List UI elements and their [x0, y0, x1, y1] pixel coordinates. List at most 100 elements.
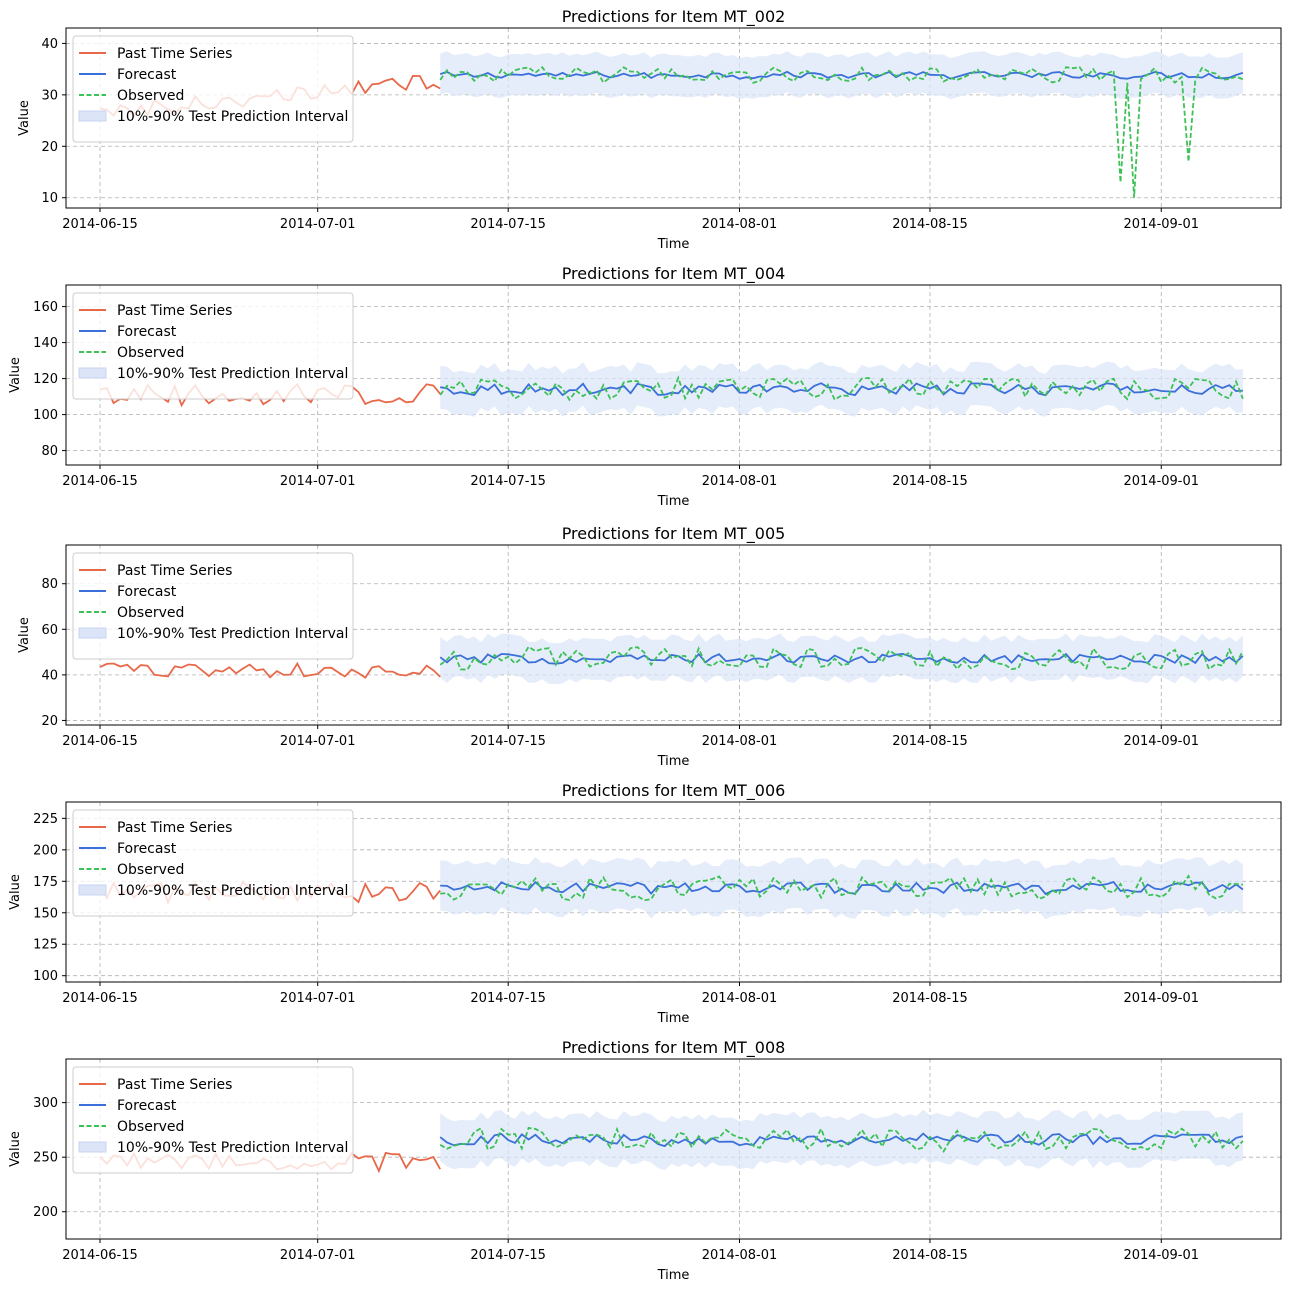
legend-label-forecast: Forecast — [117, 67, 177, 83]
y-tick-label: 200 — [33, 843, 58, 858]
x-tick-label: 2014-09-01 — [1123, 1248, 1199, 1263]
y-tick-label: 225 — [33, 812, 58, 827]
x-tick-label: 2014-08-15 — [892, 991, 968, 1006]
legend: Past Time Series Forecast Observed 10%-90% … — [72, 292, 354, 400]
chart-title: Predictions for Item MT_006 — [562, 781, 786, 801]
legend-label-observed: Observed — [117, 862, 184, 878]
x-axis-label: Time — [657, 237, 690, 252]
y-tick-label: 125 — [33, 938, 58, 953]
x-tick-label: 2014-09-01 — [1123, 474, 1199, 489]
x-tick-label: 2014-08-15 — [892, 734, 968, 749]
legend-swatch-interval — [78, 627, 107, 639]
y-tick-label: 80 — [41, 577, 58, 592]
y-tick-label: 40 — [41, 668, 58, 683]
x-axis-label: Time — [657, 494, 690, 509]
x-tick-label: 2014-06-15 — [62, 734, 138, 749]
legend-label-past: Past Time Series — [117, 46, 232, 62]
x-tick-label: 2014-07-01 — [280, 217, 356, 232]
y-axis-label: Value — [8, 357, 23, 393]
legend-swatch-interval — [78, 1141, 107, 1153]
legend-label-forecast: Forecast — [117, 324, 177, 340]
legend: Past Time Series Forecast Observed 10%-90% … — [72, 35, 354, 143]
axes-frame — [65, 27, 1282, 209]
forecast-series-line — [440, 382, 1243, 397]
x-tick-label: 2014-07-01 — [280, 991, 356, 1006]
y-tick-label: 80 — [41, 444, 58, 459]
y-tick-label: 200 — [33, 1205, 58, 1220]
legend-label-observed: Observed — [117, 605, 184, 621]
x-tick-label: 2014-06-15 — [62, 1248, 138, 1263]
legend-label-past: Past Time Series — [117, 303, 232, 319]
x-tick-label: 2014-07-15 — [470, 734, 546, 749]
legend-label-interval: 10%-90% Test Prediction Interval — [117, 883, 348, 899]
legend-label-observed: Observed — [117, 1119, 184, 1135]
x-tick-label: 2014-09-01 — [1123, 217, 1199, 232]
forecast-series-line — [440, 880, 1244, 896]
legend: Past Time Series Forecast Observed 10%-90% … — [72, 809, 354, 917]
y-tick-label: 175 — [33, 875, 58, 890]
x-tick-label: 2014-06-15 — [62, 474, 138, 489]
observed-series-line — [439, 1126, 1244, 1154]
legend-label-interval: 10%-90% Test Prediction Interval — [117, 109, 348, 125]
legend-box — [72, 35, 354, 143]
legend-label-forecast: Forecast — [117, 841, 177, 857]
x-tick-label: 2014-07-15 — [470, 217, 546, 232]
observed-series-line — [440, 874, 1243, 902]
x-axis-label: Time — [657, 1011, 690, 1026]
y-axis-label: Value — [17, 100, 32, 136]
y-tick-label: 150 — [33, 906, 58, 921]
y-tick-label: 10 — [41, 191, 58, 206]
axes-frame — [65, 284, 1282, 466]
y-axis-label: Value — [17, 617, 32, 653]
y-tick-label: 20 — [41, 140, 58, 155]
legend-label-observed: Observed — [117, 345, 184, 361]
y-tick-label: 140 — [33, 336, 58, 351]
x-tick-label: 2014-07-15 — [470, 474, 546, 489]
x-tick-label: 2014-06-15 — [62, 991, 138, 1006]
past-series-line — [99, 661, 441, 679]
y-axis-label: Value — [8, 874, 23, 910]
chart-panel-4: 100 125 150 175 200 225 2014-06-15 2014-07-01 20… — [8, 781, 1282, 1026]
chart-title: Predictions for Item MT_005 — [562, 524, 786, 544]
y-tick-label: 40 — [41, 37, 58, 52]
x-tick-label: 2014-08-01 — [702, 734, 778, 749]
chart-title: Predictions for Item MT_004 — [562, 264, 786, 284]
y-tick-label: 100 — [33, 969, 58, 984]
x-tick-label: 2014-08-15 — [892, 217, 968, 232]
legend-box — [72, 809, 354, 917]
legend-label-observed: Observed — [117, 88, 184, 104]
x-tick-label: 2014-08-01 — [702, 1248, 778, 1263]
x-tick-label: 2014-06-15 — [62, 217, 138, 232]
legend-label-past: Past Time Series — [117, 563, 232, 579]
y-axis-label: Value — [8, 1131, 23, 1167]
legend-box — [72, 552, 354, 660]
y-tick-label: 30 — [41, 88, 58, 103]
legend-label-past: Past Time Series — [117, 1077, 232, 1093]
legend-swatch-interval — [78, 884, 107, 896]
legend-label-forecast: Forecast — [117, 1098, 177, 1114]
chart-title: Predictions for Item MT_008 — [562, 1038, 786, 1058]
x-tick-label: 2014-07-15 — [470, 1248, 546, 1263]
y-tick-label: 60 — [41, 623, 58, 638]
plot-area — [99, 633, 1244, 685]
x-tick-label: 2014-08-01 — [702, 991, 778, 1006]
y-tick-label: 20 — [41, 714, 58, 729]
legend-label-interval: 10%-90% Test Prediction Interval — [117, 1140, 348, 1156]
x-tick-label: 2014-07-15 — [470, 991, 546, 1006]
x-tick-label: 2014-09-01 — [1123, 991, 1199, 1006]
y-tick-label: 120 — [33, 372, 58, 387]
x-tick-label: 2014-09-01 — [1123, 734, 1199, 749]
forecast-series-line — [439, 652, 1244, 665]
legend: Past Time Series Forecast Observed 10%-90% … — [72, 552, 354, 660]
chart-panel-3: 20 40 60 80 2014-06-15 2014-07-01 2014-07-15 20… — [17, 524, 1282, 769]
x-axis-label: Time — [657, 754, 690, 769]
plot-area — [99, 361, 1244, 417]
x-tick-label: 2014-08-15 — [892, 1248, 968, 1263]
axes-frame — [65, 1058, 1282, 1240]
legend-box — [72, 1066, 354, 1174]
axes-frame — [65, 544, 1282, 726]
x-tick-label: 2014-07-01 — [280, 734, 356, 749]
observed-series-line — [439, 375, 1244, 402]
y-tick-label: 160 — [33, 300, 58, 315]
